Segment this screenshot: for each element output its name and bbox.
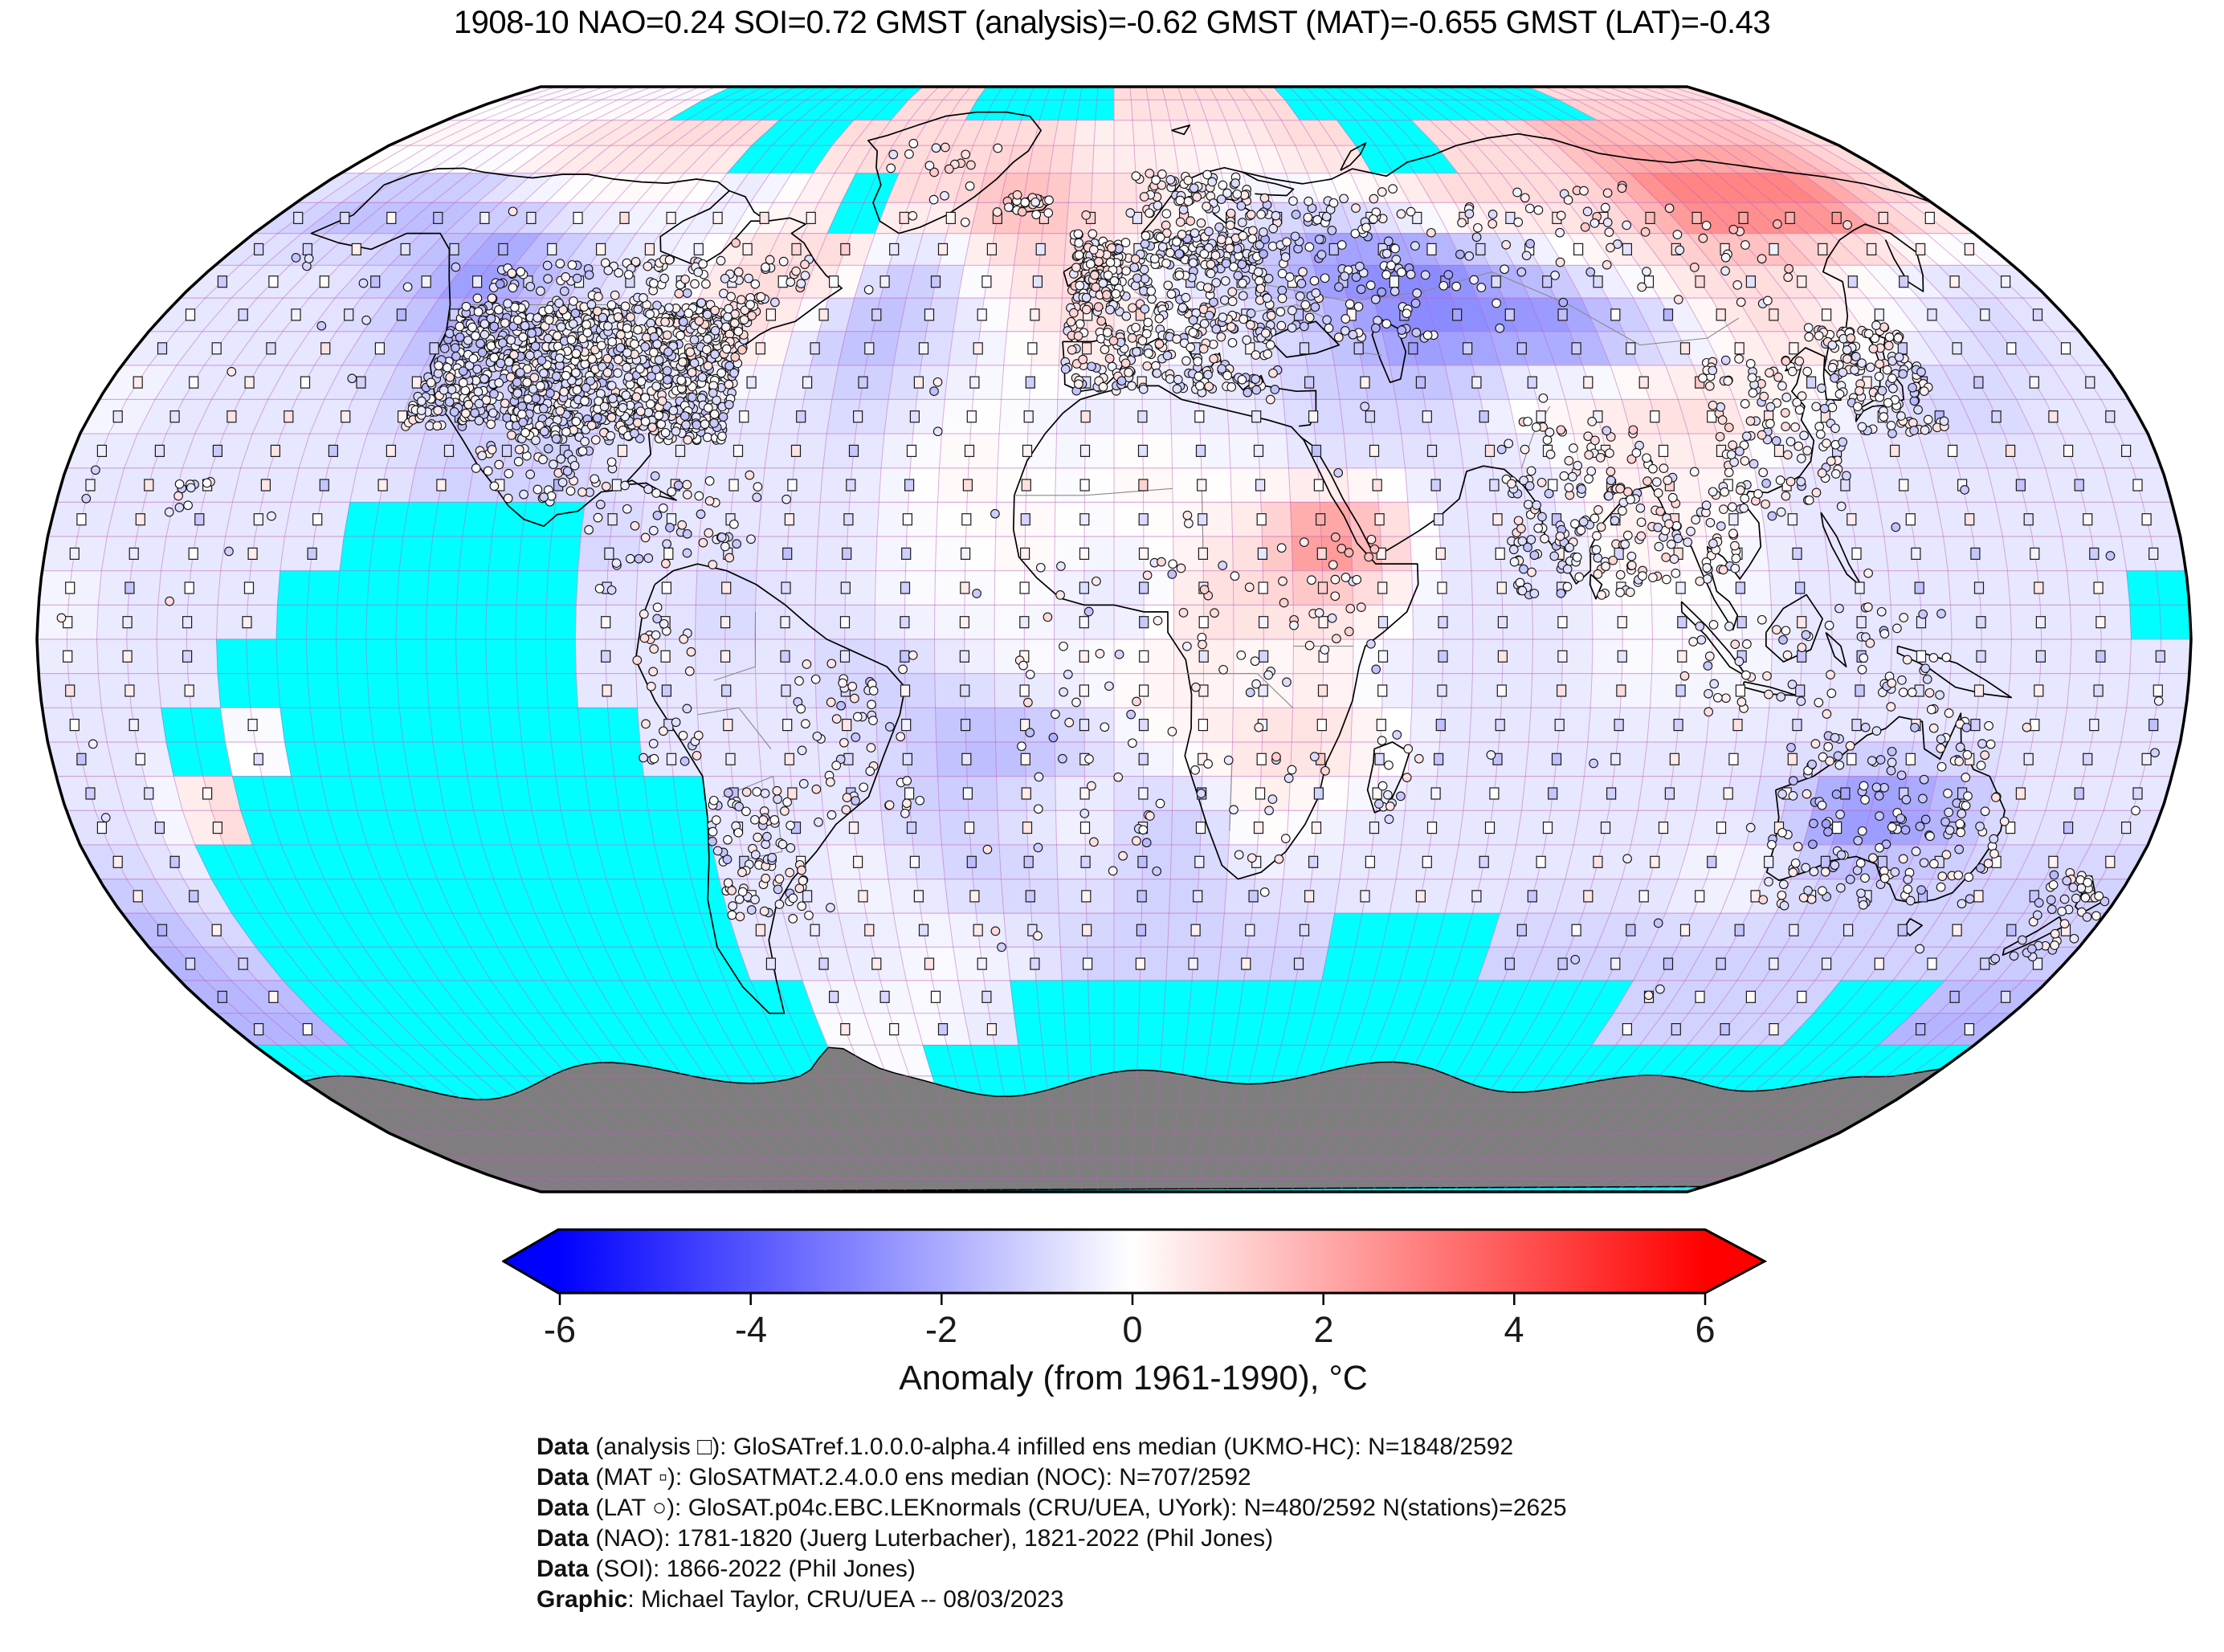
caption: Data (analysis □): GloSATref.1.0.0.0-alp… xyxy=(537,1432,1567,1615)
caption-line: Data (SOI): 1866-2022 (Phil Jones) xyxy=(537,1556,916,1582)
colorbar xyxy=(502,1228,1768,1305)
map-outline xyxy=(35,85,2193,1193)
colorbar-tick-label: -4 xyxy=(734,1309,768,1350)
station-circle-markers xyxy=(56,138,2164,1001)
colorbar-tick-label: -2 xyxy=(924,1309,958,1350)
colorbar-tick-label: 0 xyxy=(1122,1309,1143,1350)
colorbar-tick-label: 6 xyxy=(1695,1309,1716,1350)
colorbar-axis-label: Anomaly (from 1961-1990), °C xyxy=(899,1359,1368,1397)
colorbar-tick-label: -6 xyxy=(543,1309,577,1350)
caption-line: Graphic: Michael Taylor, CRU/UEA -- 08/0… xyxy=(537,1586,1064,1613)
colorbar-gradient-bar xyxy=(502,1228,1768,1295)
caption-line: Data (NAO): 1781-1820 (Juerg Luterbacher… xyxy=(537,1525,1274,1552)
world-map xyxy=(35,85,2193,1193)
antarctica xyxy=(302,1046,1943,1192)
colorbar-tick-labels: -6 -4 -2 0 2 4 6 xyxy=(0,1309,2224,1350)
figure-title: 1908-10 NAO=0.24 SOI=0.72 GMST (analysis… xyxy=(453,5,1771,40)
colorbar-tick-label: 2 xyxy=(1313,1309,1334,1350)
colorbar-ticks xyxy=(558,1293,1707,1305)
caption-line: Data (analysis □): GloSATref.1.0.0.0-alp… xyxy=(537,1434,1514,1460)
colorbar-tick-label: 4 xyxy=(1504,1309,1524,1350)
caption-line: Data (LAT ○): GloSAT.p04c.EBC.LEKnormals… xyxy=(537,1495,1567,1521)
caption-line: Data (MAT ▫): GloSATMAT.2.4.0.0 ens medi… xyxy=(537,1464,1251,1491)
